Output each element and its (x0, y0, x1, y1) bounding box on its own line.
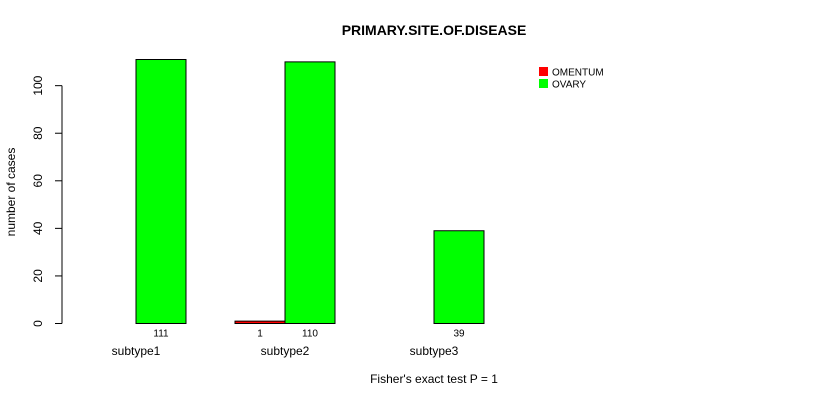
y-axis: 0 20 40 60 80 100 (31, 75, 63, 327)
data-label: 39 (453, 329, 465, 340)
data-label: 111 (153, 329, 169, 340)
y-tick-label: 60 (31, 174, 45, 188)
bar (433, 230, 485, 324)
y-tick-label: 0 (31, 320, 45, 327)
category-label: subtype2 (261, 344, 310, 358)
y-axis-label: number of cases (4, 148, 18, 237)
y-tick-label: 100 (31, 75, 45, 95)
legend-swatch (539, 67, 548, 76)
chart-title: PRIMARY.SITE.OF.DISEASE (342, 22, 527, 38)
bar (135, 59, 187, 324)
bar (234, 320, 286, 324)
y-tick-label: 20 (31, 269, 45, 283)
x-axis-caption: Fisher's exact test P = 1 (370, 372, 498, 386)
bar (284, 61, 336, 324)
y-tick-label: 80 (31, 126, 45, 140)
category-label: subtype1 (112, 344, 161, 358)
legend-swatch (539, 79, 548, 88)
legend-label: OVARY (552, 80, 586, 91)
bars (135, 59, 485, 324)
data-label: 1 (257, 329, 263, 340)
y-tick-label: 40 (31, 221, 45, 235)
legend-label: OMENTUM (552, 68, 604, 79)
labels: 111 subtype1 1 110 subtype2 39 subtype3 (112, 329, 465, 359)
data-label: 110 (302, 329, 318, 340)
category-label: subtype3 (410, 344, 459, 358)
